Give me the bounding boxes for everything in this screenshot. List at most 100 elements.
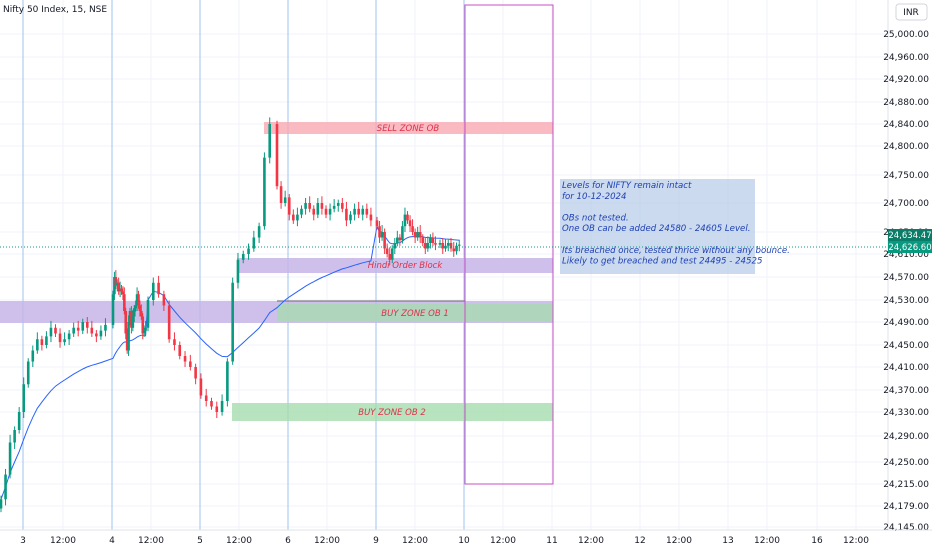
candle-body <box>142 330 146 334</box>
candle-body <box>411 226 414 232</box>
note-box[interactable] <box>560 179 755 274</box>
price-tick-label: 24,490.00 <box>883 318 929 328</box>
candle-body <box>236 259 240 283</box>
candle-body <box>423 243 427 249</box>
candle-body <box>388 254 392 260</box>
price-badge-last-text: 24,626.60 <box>888 243 931 253</box>
candle-body <box>72 327 75 334</box>
candle-body <box>279 186 283 203</box>
zone-order-block[interactable] <box>237 258 553 273</box>
candle-body <box>199 378 203 396</box>
price-tick-label: 24,215.00 <box>883 480 929 490</box>
zone-buy-ob-2[interactable] <box>232 403 553 421</box>
candle-body <box>124 311 128 334</box>
candle-body <box>121 291 125 295</box>
candle-body <box>95 333 98 337</box>
price-tick-label: 24,530.00 <box>883 296 929 306</box>
zones <box>0 122 553 421</box>
candle-body <box>90 327 94 334</box>
time-axis-labels: 3 12:00 4 12:00 5 12:00 6 12:00 9 12:00 10 12:00 11 1… <box>20 536 869 546</box>
candle-body <box>308 203 311 209</box>
candle-body <box>263 157 266 227</box>
time-tick-label: 12:00 <box>138 536 164 546</box>
time-tick-label: 12:00 <box>314 536 340 546</box>
candle-body <box>115 282 119 286</box>
price-badge-upper-text: 24,634.47 <box>888 231 931 241</box>
candle-body <box>120 288 123 292</box>
zone-sell-ob[interactable] <box>264 122 553 134</box>
price-tick-label: 24,370.00 <box>883 386 929 396</box>
candle-body <box>144 327 147 331</box>
candle-body <box>316 203 320 215</box>
candle-body <box>416 232 419 238</box>
time-tick-label: 12:00 <box>490 536 516 546</box>
candle-body <box>40 339 44 345</box>
candle-body <box>320 203 324 209</box>
time-tick-label: 12:00 <box>666 536 692 546</box>
candle-body <box>393 243 397 249</box>
candle-body <box>426 243 430 249</box>
candle-body <box>421 237 425 243</box>
candle-body <box>296 214 299 221</box>
candle-body <box>446 243 450 246</box>
candle-body <box>361 208 365 215</box>
price-axis-labels: 25,000.00 24,960.00 24,920.00 24,880.00 24,8… <box>883 30 929 533</box>
candle-body <box>157 282 160 295</box>
time-tick-label: 10 <box>458 536 470 546</box>
currency-button-label[interactable]: INR <box>903 8 919 18</box>
candle-body <box>183 356 187 362</box>
note-line: Levels for NIFTY remain intact <box>562 181 692 191</box>
candle-body <box>349 214 352 221</box>
time-tick-label: 16 <box>811 536 823 546</box>
candle-body <box>268 124 272 158</box>
candle-body <box>135 294 139 306</box>
candle-body <box>390 248 394 260</box>
candle-body <box>137 294 140 306</box>
candle-body <box>287 197 291 215</box>
price-tick-label: 24,610.00 <box>883 250 929 260</box>
price-tick-label: 24,410.00 <box>883 363 929 373</box>
symbol-title: Nifty 50 Index, 15, NSE <box>3 5 107 15</box>
candle-body <box>300 208 303 215</box>
candle-body <box>220 401 224 412</box>
candle-body <box>375 220 379 227</box>
candle-body <box>380 232 384 238</box>
candle-body <box>396 237 399 243</box>
price-badge-upper <box>888 229 932 241</box>
candle-body <box>189 361 192 367</box>
note-line: OBs not tested. <box>562 213 629 223</box>
candle-body <box>127 322 130 351</box>
candle-body <box>162 294 166 306</box>
candle-body <box>438 243 442 245</box>
candle-body <box>210 401 213 407</box>
candle-body <box>26 361 30 385</box>
candle-body <box>434 243 437 245</box>
candle-body <box>247 248 250 254</box>
candle-body <box>0 499 3 509</box>
price-tick-label: 24,800.00 <box>883 142 929 152</box>
candle-body <box>452 248 456 252</box>
candle-body <box>125 333 129 351</box>
candle-body <box>111 294 115 325</box>
time-tick-label: 12:00 <box>754 536 780 546</box>
time-tick-label: 12 <box>634 536 645 546</box>
candle-body <box>431 237 435 243</box>
candle-body <box>114 277 118 286</box>
currency-button[interactable] <box>895 3 928 21</box>
note-line: Its breached once, tested thrice without… <box>562 246 790 256</box>
price-axis-bg[interactable] <box>888 0 932 530</box>
zone-buy-ob-1[interactable] <box>277 304 553 322</box>
forecast-marker-box[interactable] <box>464 4 554 485</box>
candle-body <box>85 322 89 328</box>
candle-body <box>178 345 182 356</box>
zone-label-buy-1: BUY ZONE OB 1 <box>381 309 449 319</box>
candle-body <box>67 333 71 340</box>
time-tick-label: 13 <box>722 536 733 546</box>
candle-body <box>328 208 332 215</box>
price-tick-label: 24,960.00 <box>883 53 929 63</box>
candle-body <box>304 203 307 209</box>
candle-body <box>226 361 229 401</box>
candle-body <box>341 203 344 209</box>
